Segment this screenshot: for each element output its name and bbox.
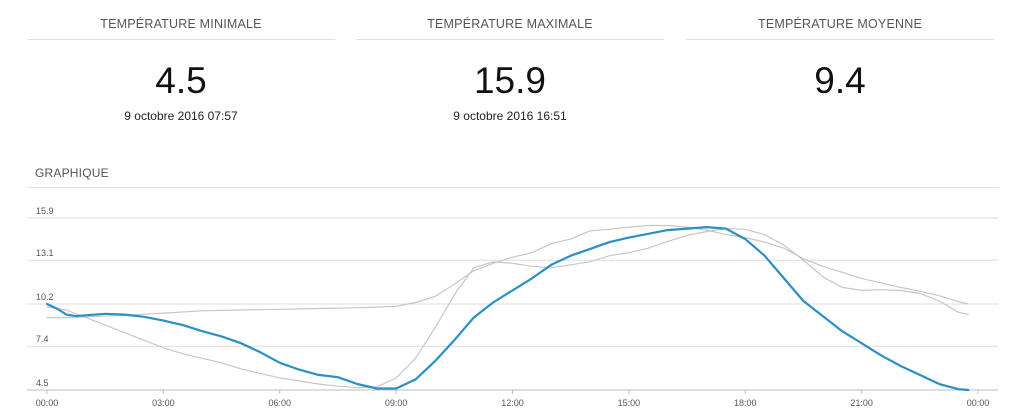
y-tick-label: 4.5 xyxy=(36,378,49,388)
y-tick-label: 15.9 xyxy=(36,206,54,216)
stat-min-date: 9 octobre 2016 07:57 xyxy=(124,109,238,123)
stat-min: TEMPÉRATURE MINIMALE 4.5 9 octobre 2016 … xyxy=(27,0,335,123)
stat-max-date: 9 octobre 2016 16:51 xyxy=(453,109,567,123)
x-tick-label: 03:00 xyxy=(152,398,175,408)
x-tick-label: 00:00 xyxy=(967,398,990,408)
series-line-reference xyxy=(46,224,969,319)
x-tick-label: 18:00 xyxy=(734,398,757,408)
stat-max-value: 15.9 xyxy=(473,60,546,101)
stat-min-value: 4.5 xyxy=(155,60,207,101)
stat-max: TEMPÉRATURE MAXIMALE 15.9 9 octobre 2016… xyxy=(356,0,664,123)
x-tick-label: 06:00 xyxy=(268,398,291,408)
stat-min-title: TEMPÉRATURE MINIMALE xyxy=(27,0,335,40)
x-tick-label: 15:00 xyxy=(618,398,641,408)
section-divider xyxy=(27,187,999,188)
y-tick-label: 10.2 xyxy=(36,292,54,302)
series-line-main xyxy=(45,226,970,392)
stat-max-title: TEMPÉRATURE MAXIMALE xyxy=(356,0,664,40)
x-tick-label: 12:00 xyxy=(501,398,524,408)
temperature-chart: 4.5 7.4 10.2 13.1 15.9 00:00 03:00 06:00 09:00 12… xyxy=(27,206,998,408)
stat-avg-title: TEMPÉRATURE MOYENNE xyxy=(686,0,994,40)
y-tick-label: 7.4 xyxy=(36,334,49,344)
x-tick-label: 09:00 xyxy=(385,398,408,408)
stat-avg: TEMPÉRATURE MOYENNE 9.4 xyxy=(686,0,994,109)
x-tick-label: 00:00 xyxy=(36,398,59,408)
series-line-reference xyxy=(46,228,969,389)
stat-avg-value: 9.4 xyxy=(814,60,866,101)
x-tick-label: 21:00 xyxy=(850,398,873,408)
y-tick-label: 13.1 xyxy=(36,248,54,258)
chart-section-title: GRAPHIQUE xyxy=(35,166,109,180)
